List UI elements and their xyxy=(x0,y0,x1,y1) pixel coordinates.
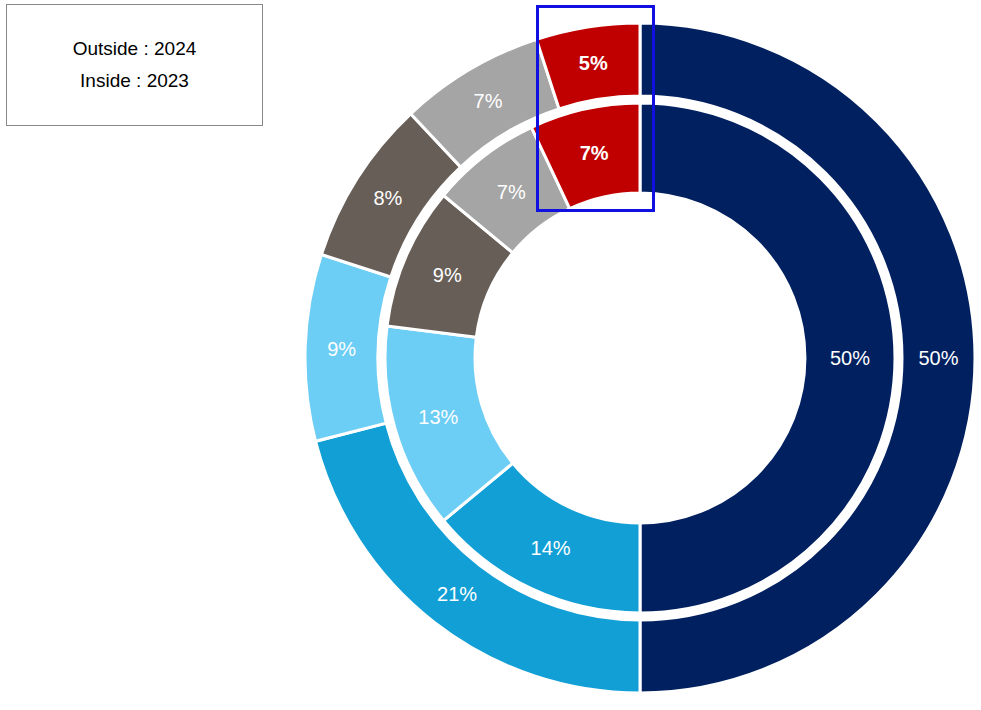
svg-text:14%: 14% xyxy=(531,537,571,559)
svg-text:5%: 5% xyxy=(579,52,608,74)
svg-text:21%: 21% xyxy=(437,583,477,605)
svg-text:9%: 9% xyxy=(433,264,462,286)
svg-text:50%: 50% xyxy=(918,347,958,369)
svg-text:8%: 8% xyxy=(374,187,403,209)
svg-text:9%: 9% xyxy=(327,338,356,360)
html-text:Outside : 2024: Outside : 2024 xyxy=(72,38,197,59)
svg-text:7%: 7% xyxy=(580,142,609,164)
html-text:Inside : 2023: Inside : 2023 xyxy=(80,70,189,91)
svg-text:7%: 7% xyxy=(497,181,526,203)
svg-text:13%: 13% xyxy=(418,406,458,428)
svg-text:50%: 50% xyxy=(830,347,870,369)
svg-text:7%: 7% xyxy=(474,90,503,112)
